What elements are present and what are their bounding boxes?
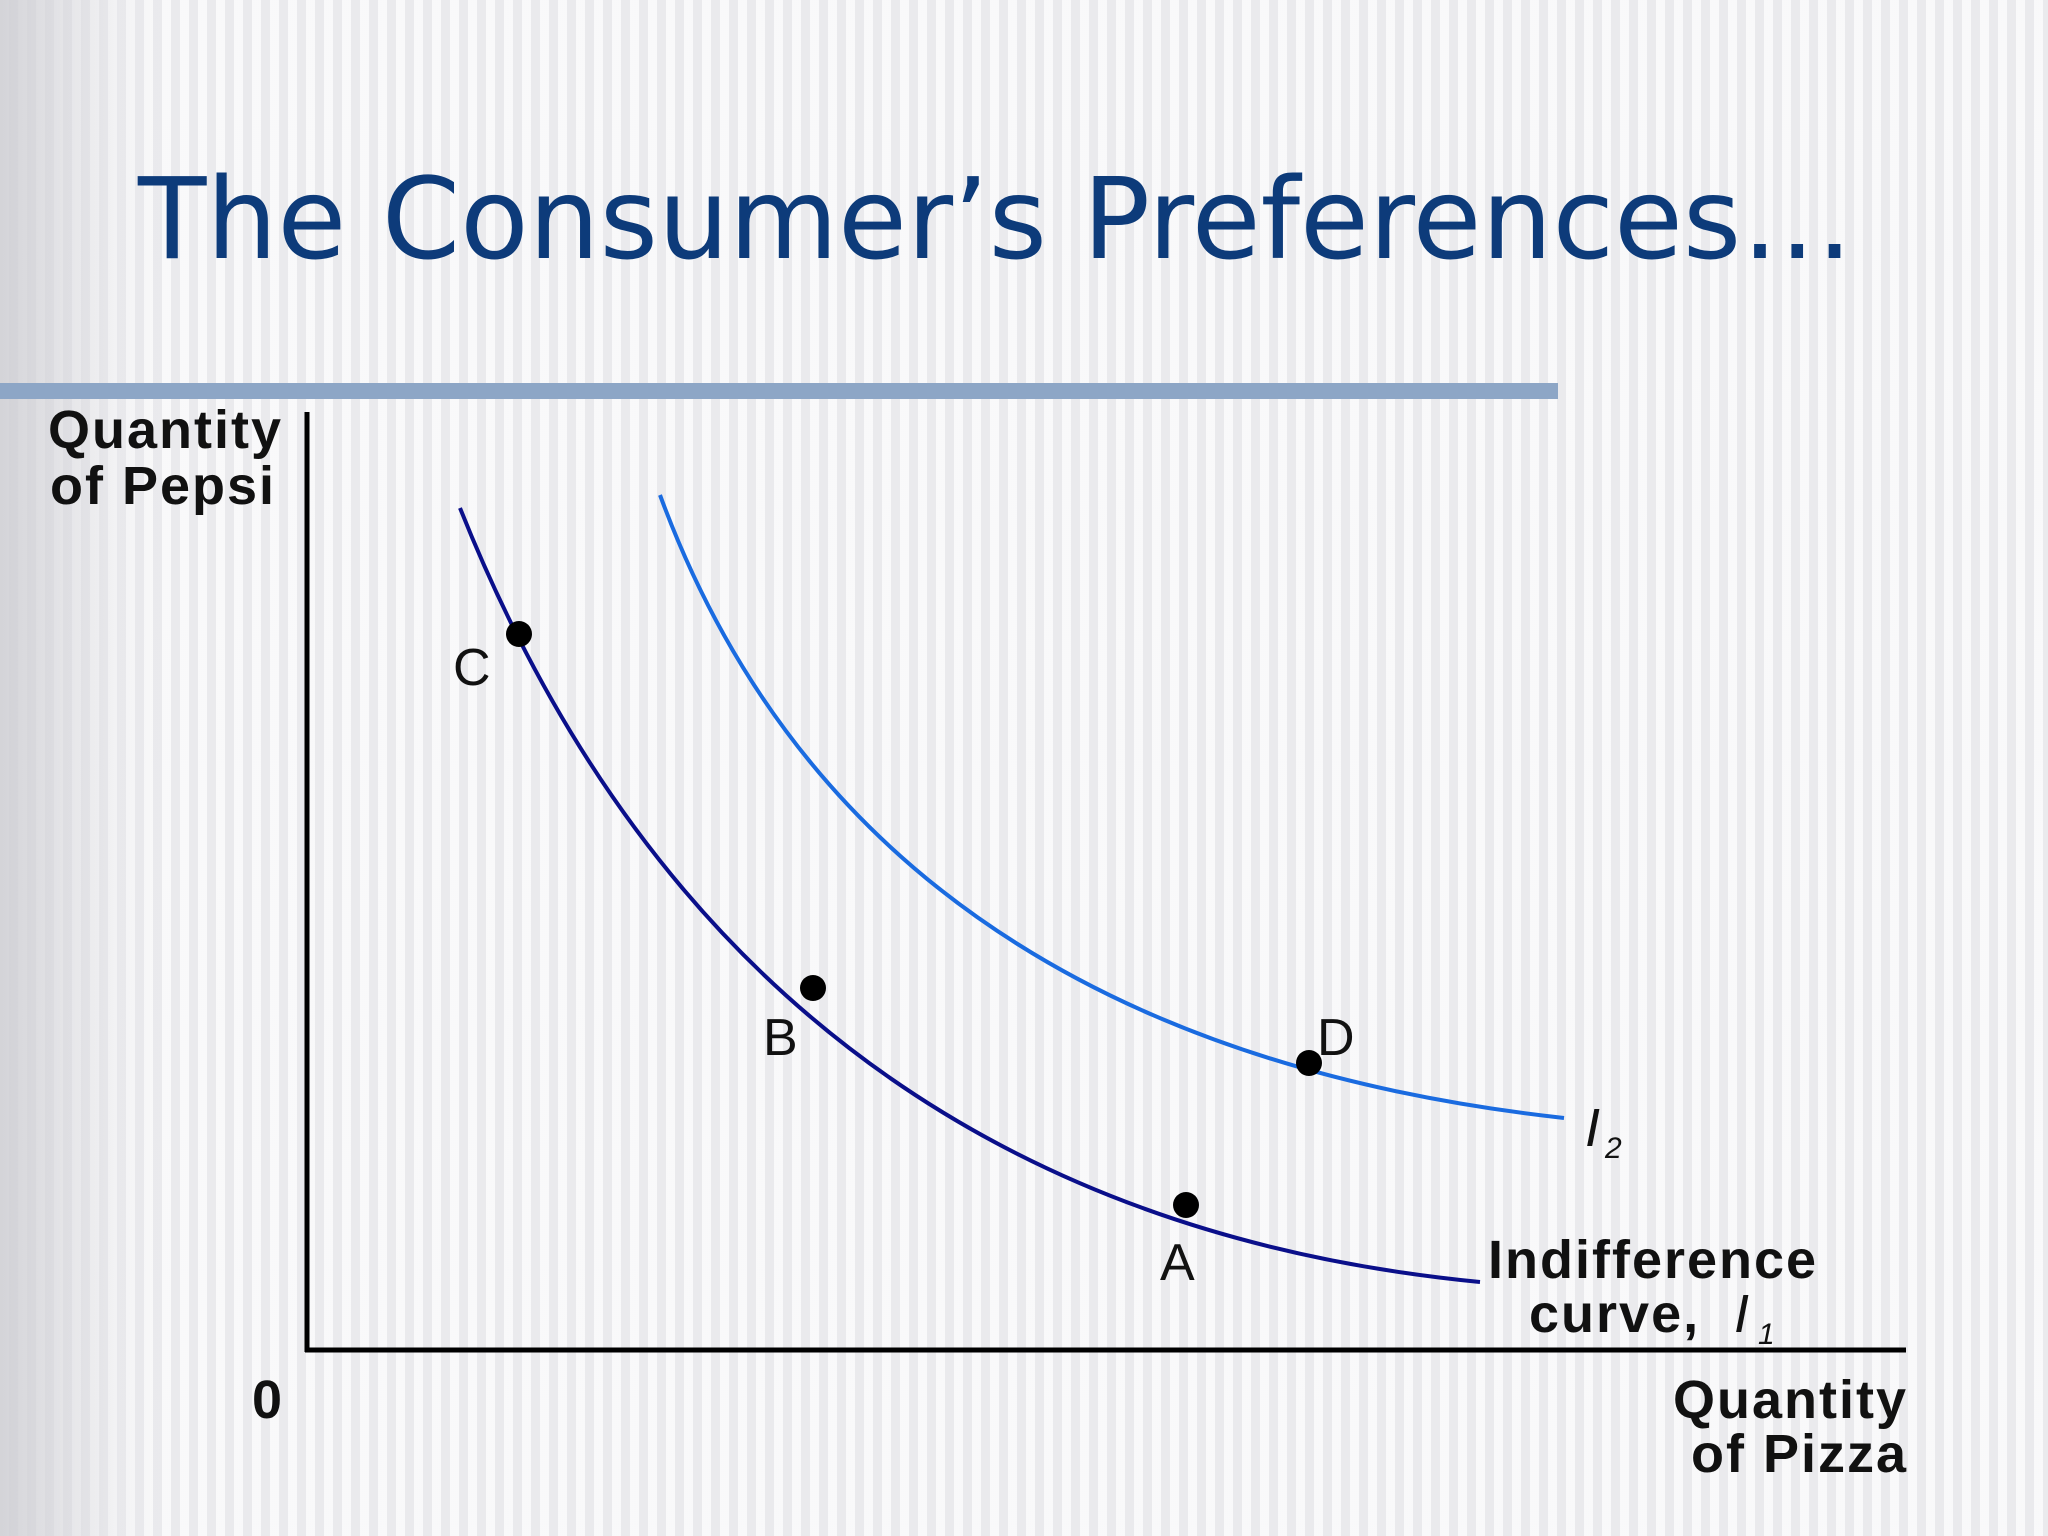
point-label-a: A [1160,1234,1195,1292]
slide-title: The Consumer’s Preferences… [138,155,1854,285]
y-axis-label-line2: of Pepsi [50,456,276,516]
point-label-c: C [453,639,491,697]
x-axis-label-line2: of Pizza [1691,1424,1908,1484]
i1-label-line1: Indifference [1488,1230,1818,1290]
i1-label-line2: curve, [1529,1284,1700,1344]
i2-symbol: I [1585,1098,1602,1158]
indifference-curve-i1 [458,507,1481,1284]
point-c [506,621,532,647]
point-a [1173,1192,1199,1218]
i1-subscript: 1 [1758,1318,1775,1351]
indifference-curve-i2 [658,494,1565,1120]
title-divider [0,383,1558,399]
point-b [800,975,826,1001]
point-label-b: B [763,1009,798,1067]
i2-subscript: 2 [1604,1132,1622,1165]
y-axis-label-line1: Quantity [48,400,283,460]
point-d [1296,1050,1322,1076]
origin-label: 0 [252,1370,284,1430]
point-label-d: D [1317,1009,1355,1067]
i1-symbol: I [1734,1284,1751,1344]
x-axis-label-line1: Quantity [1673,1370,1908,1430]
